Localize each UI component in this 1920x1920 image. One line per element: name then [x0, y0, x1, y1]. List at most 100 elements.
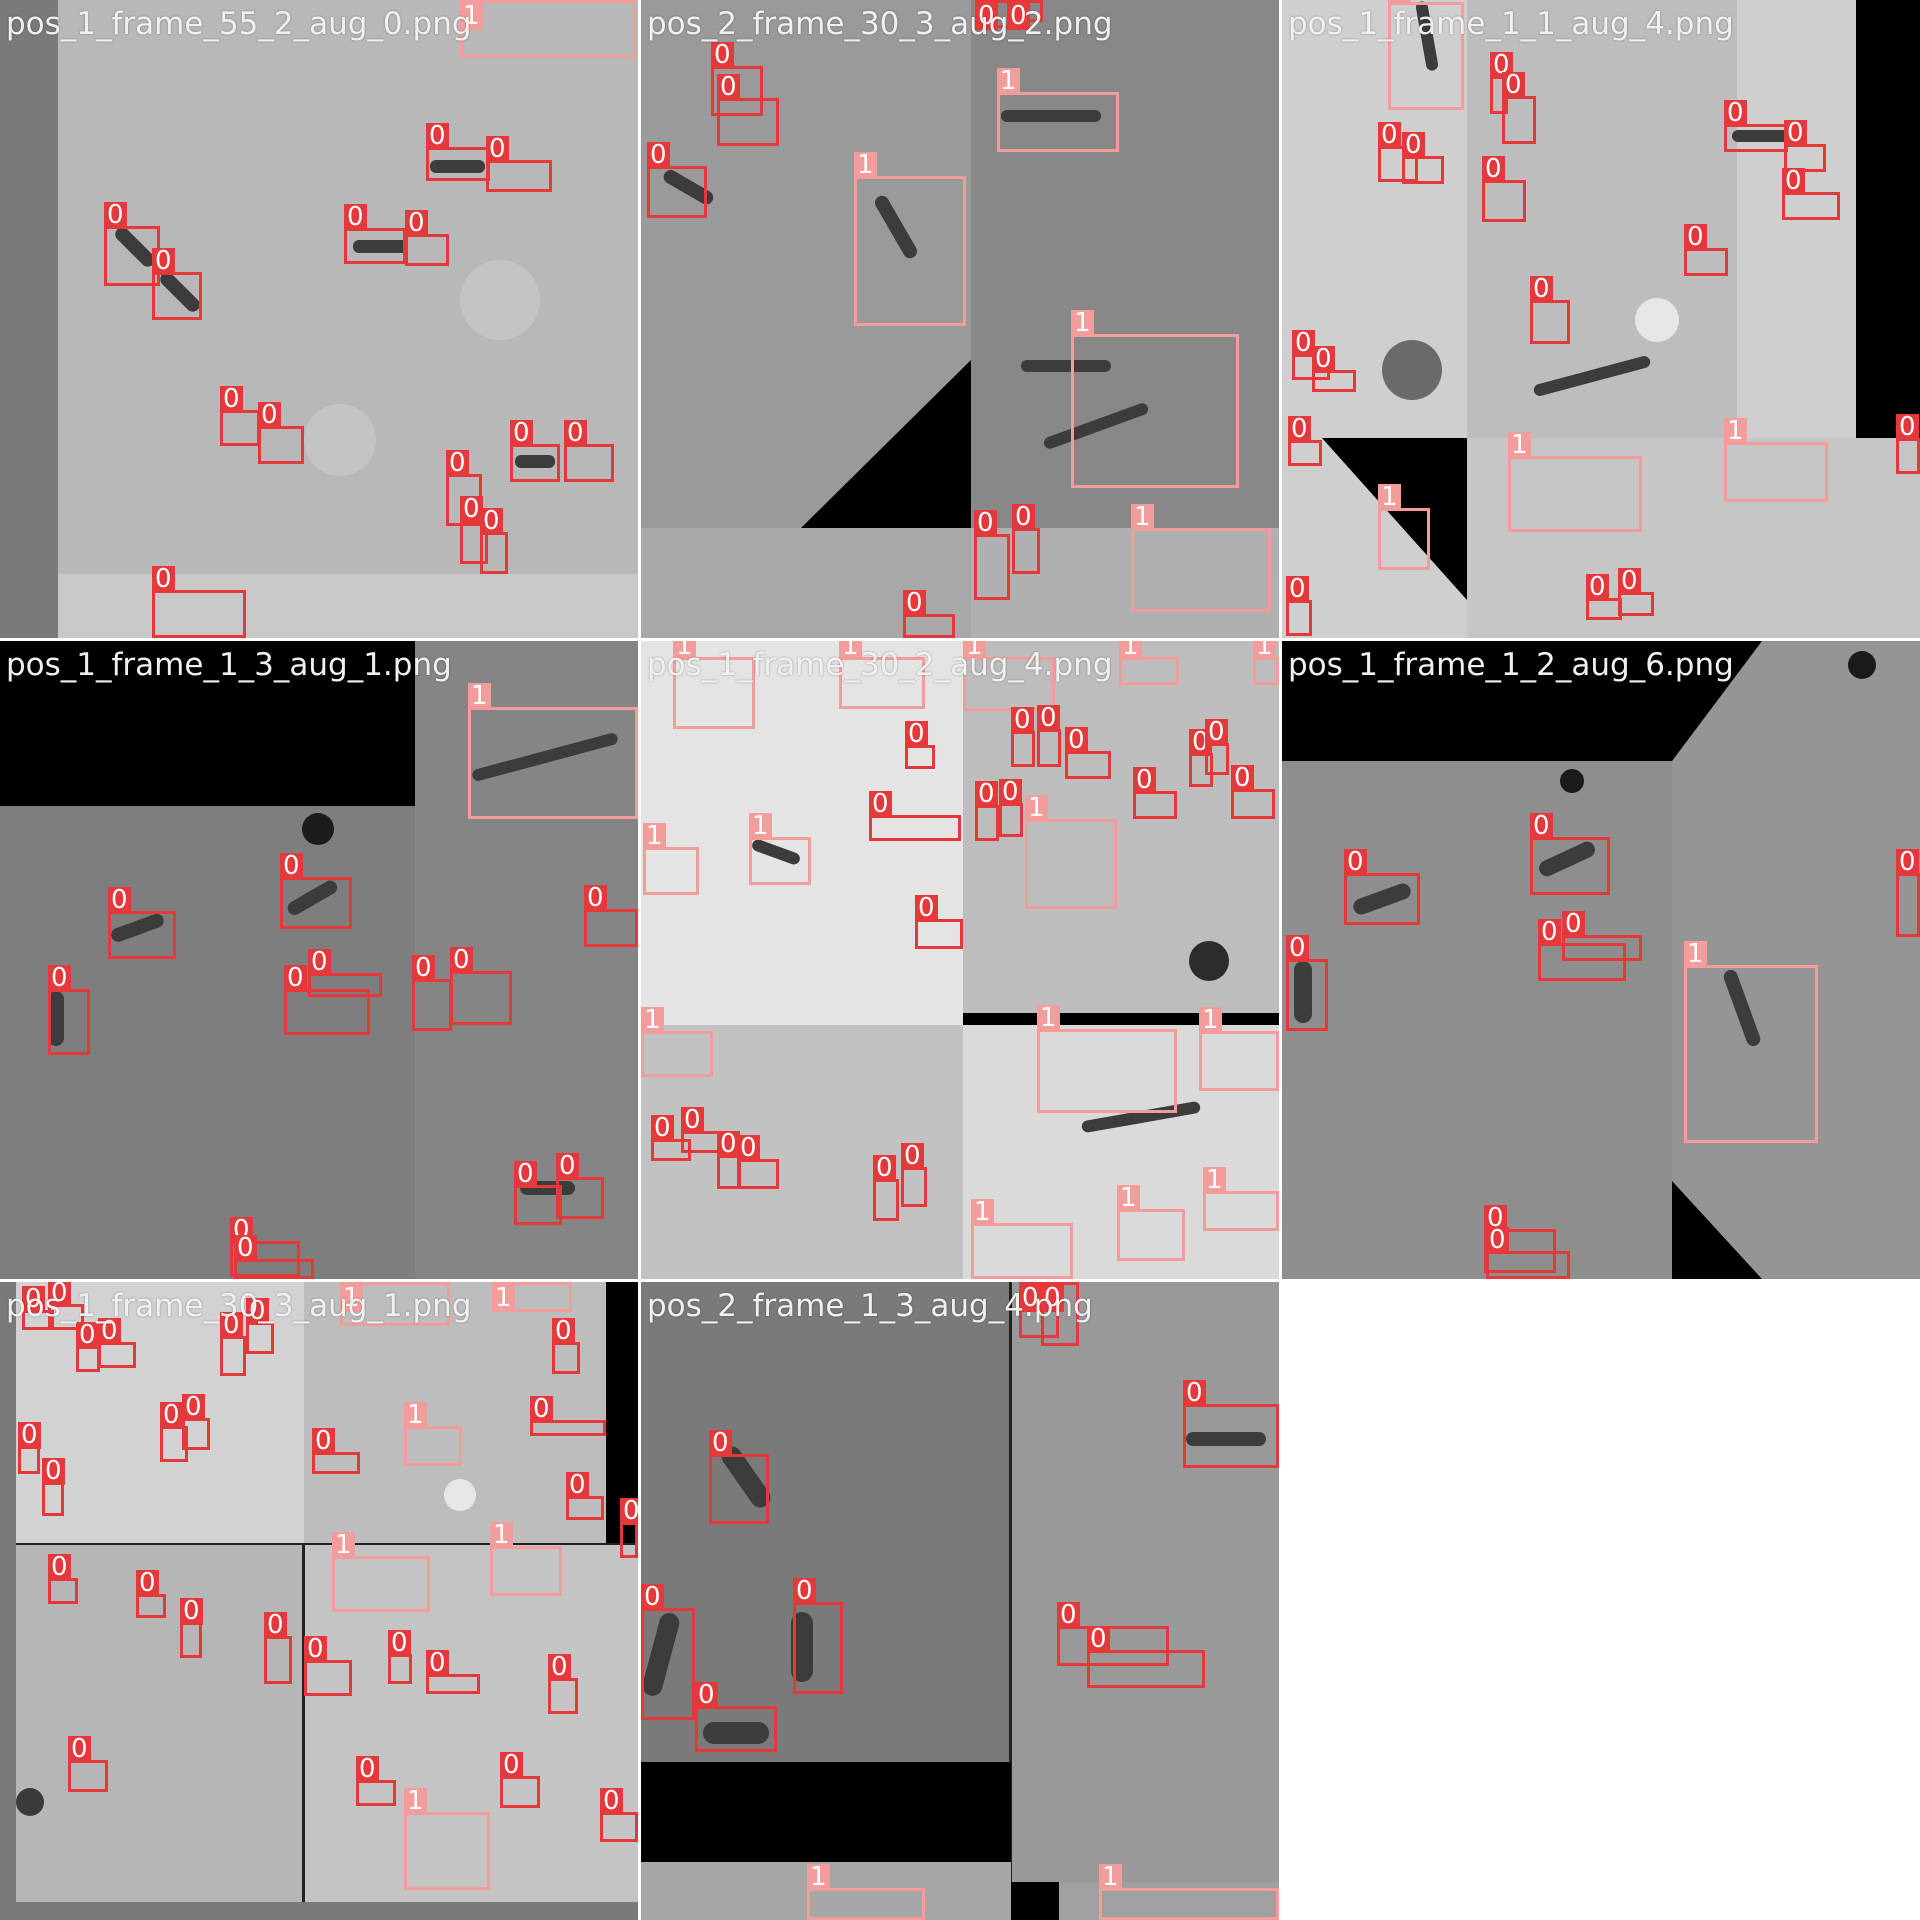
class-label: 0	[717, 1131, 740, 1158]
detection-box-class-1: 1	[1684, 941, 1818, 1143]
class-label: 0	[620, 1498, 638, 1525]
class-label: 0	[1486, 1227, 1509, 1254]
class-label: 0	[566, 1472, 589, 1499]
class-label: 0	[1065, 727, 1088, 754]
class-label: 0	[1618, 568, 1641, 595]
class-label: 0	[1041, 1285, 1064, 1312]
class-label: 1	[1117, 1185, 1140, 1212]
detection-box-class-1: 1	[404, 1402, 462, 1466]
class-label: 0	[280, 853, 303, 880]
class-label: 0	[304, 1636, 327, 1663]
detection-box-class-1: 1	[1388, 0, 1464, 110]
class-label: 1	[1388, 0, 1411, 5]
class-label: 0	[1502, 72, 1525, 99]
detection-box-class-1: 1	[1724, 418, 1828, 502]
class-label: 0	[530, 1396, 553, 1423]
class-label: 0	[564, 420, 587, 447]
class-label: 0	[1133, 767, 1156, 794]
detection-box-class-0: 0	[76, 1322, 100, 1372]
class-label: 0	[556, 1153, 579, 1180]
class-label: 0	[1087, 1626, 1110, 1653]
class-label: 0	[284, 965, 307, 992]
detection-box-class-1: 1	[1099, 1864, 1279, 1920]
detection-box-class-1: 1	[963, 641, 1055, 711]
detection-box-class-0: 0	[905, 721, 935, 769]
class-label: 0	[182, 1394, 205, 1421]
detection-box-class-1: 1	[1117, 1185, 1185, 1261]
detection-box-class-0: 0	[450, 947, 512, 1025]
detection-box-class-0: 0	[108, 887, 176, 959]
class-label: 0	[1896, 849, 1919, 876]
class-label: 1	[839, 641, 862, 660]
class-label: 0	[426, 1650, 449, 1677]
class-label: 0	[548, 1654, 571, 1681]
class-label: 0	[641, 1584, 664, 1611]
detection-box-class-0: 0	[1482, 156, 1526, 222]
class-label: 1	[997, 68, 1020, 95]
detection-box-class-0: 0	[1586, 574, 1622, 620]
detection-box-class-0: 0	[1486, 1227, 1570, 1279]
microscopy-image	[641, 0, 1279, 638]
class-label: 0	[48, 1554, 71, 1581]
detection-box-class-0: 0	[1896, 414, 1920, 474]
class-label: 1	[643, 823, 666, 850]
detection-box-class-1: 1	[749, 813, 811, 885]
detection-box-class-1: 1	[332, 1532, 430, 1612]
detection-box-class-0: 0	[1183, 1380, 1279, 1468]
class-label: 0	[234, 1235, 257, 1262]
detection-box-class-0: 0	[426, 1650, 480, 1694]
class-label: 0	[975, 3, 998, 30]
tile-title: pos_1_frame_1_1_aug_4.png	[1288, 6, 1734, 42]
class-label: 0	[717, 74, 740, 101]
detection-box-class-1: 1	[1025, 795, 1117, 909]
class-label: 0	[647, 142, 670, 169]
detection-box-class-0: 0	[304, 1636, 352, 1696]
class-label: 0	[1538, 919, 1561, 946]
class-label: 0	[903, 590, 926, 617]
class-label: 0	[486, 136, 509, 163]
class-label: 0	[412, 955, 435, 982]
class-label: 0	[220, 386, 243, 413]
class-label: 1	[1378, 484, 1401, 511]
class-label: 1	[404, 1402, 427, 1429]
detection-box-class-1: 1	[340, 1282, 450, 1326]
detection-box-class-0: 0	[356, 1756, 396, 1806]
detection-box-class-0: 0	[98, 1318, 136, 1368]
class-label: 0	[98, 1318, 121, 1345]
detection-box-class-0: 0	[48, 1282, 84, 1330]
class-label: 0	[1205, 719, 1228, 746]
class-label: 0	[446, 450, 469, 477]
detection-box-class-0: 0	[647, 142, 707, 218]
tile-title: pos_1_frame_30_3_aug_1.png	[6, 1288, 472, 1324]
class-label: 0	[344, 204, 367, 231]
class-label: 0	[552, 1318, 575, 1345]
microscopy-image	[0, 1282, 638, 1920]
class-label: 0	[711, 42, 734, 69]
class-label: 0	[108, 887, 131, 914]
class-label: 0	[869, 791, 892, 818]
class-label: 0	[999, 779, 1022, 806]
class-label: 1	[1099, 1864, 1122, 1891]
image-tile-8: pos_2_frame_1_3_aug_4.png 0 0 0 0 0 0 0 …	[641, 1282, 1279, 1920]
class-label: 1	[641, 1007, 664, 1034]
detection-box-class-0: 0	[1538, 919, 1626, 981]
class-label: 1	[1253, 641, 1276, 660]
detection-box-class-0: 0	[180, 1598, 203, 1658]
class-label: 0	[600, 1788, 623, 1815]
detection-box-class-0: 0	[264, 1612, 292, 1684]
detection-box-class-1: 1	[1508, 432, 1642, 532]
tile-title: pos_1_frame_1_2_aug_6.png	[1288, 647, 1734, 683]
tile-title: pos_2_frame_1_3_aug_4.png	[647, 1288, 1093, 1324]
detection-box-class-0: 0	[220, 386, 260, 446]
detection-box-class-0: 0	[681, 1107, 723, 1153]
detection-box-class-0: 0	[1037, 705, 1061, 767]
class-label: 0	[500, 1752, 523, 1779]
detection-box-class-0: 0	[600, 1788, 638, 1842]
microscopy-image	[1282, 641, 1920, 1279]
class-label: 0	[450, 947, 473, 974]
detection-box-class-0: 0	[388, 1630, 412, 1684]
class-label: 0	[1344, 849, 1367, 876]
class-label: 1	[854, 152, 877, 179]
detection-box-class-0: 0	[556, 1153, 604, 1219]
class-label: 0	[246, 1298, 269, 1325]
